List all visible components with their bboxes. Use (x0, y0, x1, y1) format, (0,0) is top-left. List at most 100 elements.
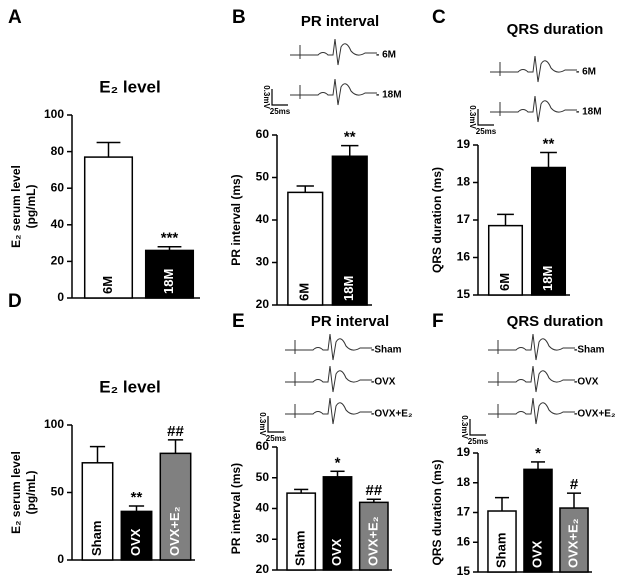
trace-label: - 6M (576, 67, 596, 78)
y-tick-label: 16 (457, 534, 471, 548)
scale-label: 25ms (266, 434, 287, 443)
panel-title: QRS duration (507, 21, 604, 38)
bar (523, 468, 553, 573)
y-tick-label: 18 (457, 475, 471, 489)
y-axis-label: PR interval (ms) (229, 174, 243, 265)
significance: ** (131, 489, 143, 506)
y-tick-label: 20 (51, 254, 65, 268)
bar (81, 462, 114, 561)
significance: * (335, 454, 341, 471)
y-tick-label: 17 (457, 505, 471, 519)
significance: *** (161, 230, 179, 247)
bar (83, 156, 134, 299)
category-label: 18M (540, 266, 555, 291)
category-label: OVX+E₂ (365, 516, 380, 566)
trace-label: - 6M (376, 50, 396, 61)
ecg-trace (285, 365, 372, 393)
ecg-trace (488, 397, 575, 425)
category-label: 6M (497, 273, 512, 291)
category-label: Sham (89, 521, 104, 556)
bar (120, 510, 153, 561)
bar (559, 507, 589, 573)
y-axis-label: PR interval (ms) (229, 463, 243, 554)
scale-bar (267, 416, 284, 433)
y-tick-label: 100 (44, 417, 64, 431)
panel-letter: D (8, 291, 22, 312)
bar (287, 191, 324, 306)
category-label: 6M (100, 276, 115, 294)
category-label: 18M (161, 269, 176, 294)
y-tick-label: 16 (457, 250, 471, 264)
significance: # (570, 476, 579, 493)
significance: ## (365, 482, 382, 499)
y-tick-label: 15 (457, 564, 471, 578)
panel-letter: B (232, 7, 246, 28)
y-tick-label: 80 (51, 144, 65, 158)
panel-title: QRS duration (507, 313, 604, 330)
y-tick-label: 19 (457, 137, 471, 151)
ecg-trace (290, 38, 377, 66)
significance: ** (344, 129, 356, 146)
y-tick-label: 0 (57, 552, 64, 566)
y-tick-label: 0 (57, 290, 64, 304)
category-label: 6M (297, 283, 312, 301)
y-tick-label: 50 (51, 485, 65, 499)
ecg-trace (488, 365, 575, 393)
scale-label: 0.3mV (258, 412, 267, 436)
trace-label: -OVX+E₂ (574, 409, 615, 420)
y-axis-label: E₂ serum level (9, 165, 23, 248)
scale-label: 25ms (270, 107, 291, 116)
scale-bar (477, 109, 494, 126)
trace-label: -OVX (574, 377, 599, 388)
panel-title: E₂ level (99, 377, 160, 396)
significance: ## (167, 423, 184, 440)
bar (487, 224, 524, 296)
y-axis-label: E₂ serum level (9, 451, 23, 534)
ecg-trace (285, 397, 372, 425)
panel-letter: F (432, 311, 444, 332)
bar (286, 492, 317, 571)
y-tick-label: 30 (256, 255, 270, 269)
category-label: OVX+E₂ (565, 518, 580, 568)
trace-label: -OVX+E₂ (371, 409, 412, 420)
panel-letter: E (232, 311, 245, 332)
category-label: Sham (493, 533, 508, 568)
y-axis-label: (pg/mL) (24, 471, 38, 515)
category-label: OVX+E₂ (167, 506, 182, 556)
category-label: OVX (128, 528, 143, 556)
scale-label: 25ms (476, 127, 497, 136)
panel-title: PR interval (301, 13, 379, 30)
category-label: OVX (329, 538, 344, 566)
y-tick-label: 17 (457, 212, 471, 226)
scale-label: 0.3mV (460, 415, 469, 439)
y-tick-label: 18 (457, 175, 471, 189)
scale-label: 0.3mV (262, 85, 271, 109)
ecg-trace (490, 95, 577, 123)
y-tick-label: 40 (256, 501, 270, 515)
y-axis-label: (pg/mL) (24, 185, 38, 229)
trace-label: -Sham (371, 345, 402, 356)
y-axis-label: QRS duration (ms) (430, 167, 444, 273)
ecg-trace (290, 78, 377, 106)
significance: * (535, 445, 541, 462)
bar (159, 452, 192, 561)
trace-label: -Sham (574, 345, 605, 356)
y-tick-label: 19 (457, 445, 471, 459)
y-tick-label: 50 (256, 170, 270, 184)
y-tick-label: 20 (256, 562, 270, 576)
y-tick-label: 50 (256, 470, 270, 484)
y-tick-label: 100 (44, 107, 64, 121)
y-tick-label: 15 (457, 287, 471, 301)
category-label: Sham (293, 531, 308, 566)
y-tick-label: 60 (256, 127, 270, 141)
y-tick-label: 30 (256, 531, 270, 545)
scale-bar (271, 89, 288, 106)
scale-label: 25ms (468, 437, 489, 446)
panel-title: E₂ level (99, 77, 160, 96)
trace-label: -OVX (371, 377, 396, 388)
y-axis-label: QRS duration (ms) (430, 459, 444, 565)
y-tick-label: 40 (256, 212, 270, 226)
ecg-trace (490, 55, 577, 83)
scale-bar (469, 419, 486, 436)
